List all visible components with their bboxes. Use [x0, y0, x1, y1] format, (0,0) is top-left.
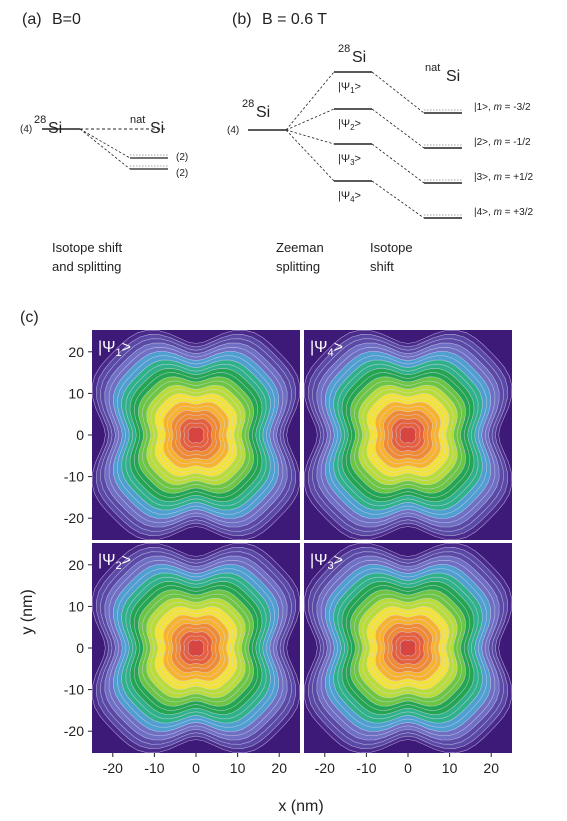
subplot-label-1: |Ψ1>	[98, 339, 131, 359]
a-natsi-sup: nat	[130, 114, 145, 126]
b-zeeman-connector-4	[285, 129, 335, 182]
b-psi-label-1: |Ψ1>	[338, 81, 361, 95]
y-tick-label: 20	[68, 344, 84, 360]
panel-a-title: B=0	[52, 11, 81, 28]
b-caption-isotope-1: Isotope	[370, 240, 413, 255]
b-degeneracy-left: (4)	[227, 125, 239, 136]
b-si28-sup: 28	[242, 98, 254, 110]
subplot-label-4: |Ψ3>	[310, 552, 343, 572]
b-natsi-sup: nat	[425, 62, 440, 74]
subplot-label-2: |Ψ4>	[310, 339, 343, 359]
x-tick-label: 10	[230, 760, 246, 776]
b-psi-label-4: |Ψ4>	[338, 190, 361, 204]
y-tick-label: 0	[76, 640, 84, 656]
contour-plot-4	[304, 543, 512, 753]
contour-plot-2	[304, 330, 512, 540]
contour-plot-3	[92, 543, 300, 753]
b-caption-isotope-2: shift	[370, 259, 394, 274]
x-tick-label: 10	[442, 760, 458, 776]
b-isotope-connector-4	[371, 180, 425, 219]
a-connector-1	[79, 128, 131, 159]
panel-c: (c) |Ψ1> |Ψ4> |Ψ2> |Ψ3> 20 10 0 -10 -20 20 10 0 -10…	[19, 309, 512, 815]
contour-plots: |Ψ1> |Ψ4> |Ψ2> |Ψ3>	[92, 330, 512, 753]
y-tick-label: -10	[64, 469, 84, 485]
y-tick-label: -20	[64, 510, 84, 526]
b-si28-label: Si	[256, 104, 270, 121]
b-zeeman-connector-1	[285, 71, 335, 131]
b-natsi-label: Si	[446, 68, 460, 85]
b-zeeman-connector-2	[285, 108, 335, 131]
x-tick-label: -10	[144, 760, 164, 776]
a-caption-line2: and splitting	[52, 259, 121, 274]
panel-b: (b) B = 0.6 T 28 Si 28 Si nat Si (4) |Ψ1…	[227, 11, 533, 274]
contour-level	[399, 426, 417, 444]
a-degeneracy-left: (4)	[20, 124, 32, 135]
b-isotope-connector-3	[371, 143, 425, 184]
b-psi-label-2: |Ψ2>	[338, 118, 361, 132]
b-top-si28-sup: 28	[338, 43, 350, 55]
a-degeneracy-right-2: (2)	[176, 168, 188, 179]
b-m-label-1: |1>, m = -3/2	[474, 102, 531, 113]
b-caption-zeeman-2: splitting	[276, 259, 320, 274]
b-m-label-2: |2>, m = -1/2	[474, 137, 531, 148]
y-tick-label: 0	[76, 427, 84, 443]
b-m-label-4: |4>, m = +3/2	[474, 207, 533, 218]
panel-c-label: (c)	[20, 309, 39, 326]
x-tick-label: -10	[356, 760, 376, 776]
b-caption-zeeman-1: Zeeman	[276, 240, 324, 255]
panel-b-label: (b)	[232, 11, 252, 28]
x-tick-label: 0	[192, 760, 200, 776]
panel-a: (a) B=0 28 Si nat Si (4) (2) (2) Isotope…	[20, 11, 188, 274]
contour-level	[187, 426, 205, 444]
y-axis-label: y (nm)	[19, 589, 36, 634]
panel-a-label: (a)	[22, 11, 42, 28]
y-tick-label: 10	[68, 385, 84, 401]
x-tick-label: -20	[103, 760, 123, 776]
y-tick-label: -20	[64, 723, 84, 739]
b-zeeman-connector-3	[285, 129, 335, 145]
axes: 20 10 0 -10 -20 20 10 0 -10 -20 -20 -10 0 10 20 -20 -10 0…	[64, 344, 499, 776]
x-axis-label: x (nm)	[278, 798, 323, 815]
x-tick-label: 0	[404, 760, 412, 776]
a-caption-line1: Isotope shift	[52, 240, 122, 255]
y-tick-label: 10	[68, 598, 84, 614]
x-tick-label: 20	[483, 760, 499, 776]
b-psi-label-3: |Ψ3>	[338, 153, 361, 167]
contour-level	[399, 639, 417, 657]
b-isotope-connector-1	[371, 71, 425, 114]
y-tick-label: 20	[68, 557, 84, 573]
b-top-si28-label: Si	[352, 49, 366, 66]
a-degeneracy-right-1: (2)	[176, 152, 188, 163]
y-tick-label: -10	[64, 682, 84, 698]
subplot-label-3: |Ψ2>	[98, 552, 131, 572]
panel-b-title: B = 0.6 T	[262, 11, 327, 28]
b-isotope-connector-2	[371, 108, 425, 149]
contour-level	[187, 639, 205, 657]
x-tick-label: -20	[315, 760, 335, 776]
a-connector-2	[79, 128, 131, 170]
b-zeeman-levels: |Ψ1> |1>, m = -3/2 |Ψ2> |2>, m = -1/2 |Ψ3> |3…	[285, 71, 533, 219]
x-tick-label: 20	[271, 760, 287, 776]
a-si28-sup: 28	[34, 114, 46, 126]
contour-plot-1	[92, 330, 300, 540]
b-m-label-3: |3>, m = +1/2	[474, 172, 533, 183]
